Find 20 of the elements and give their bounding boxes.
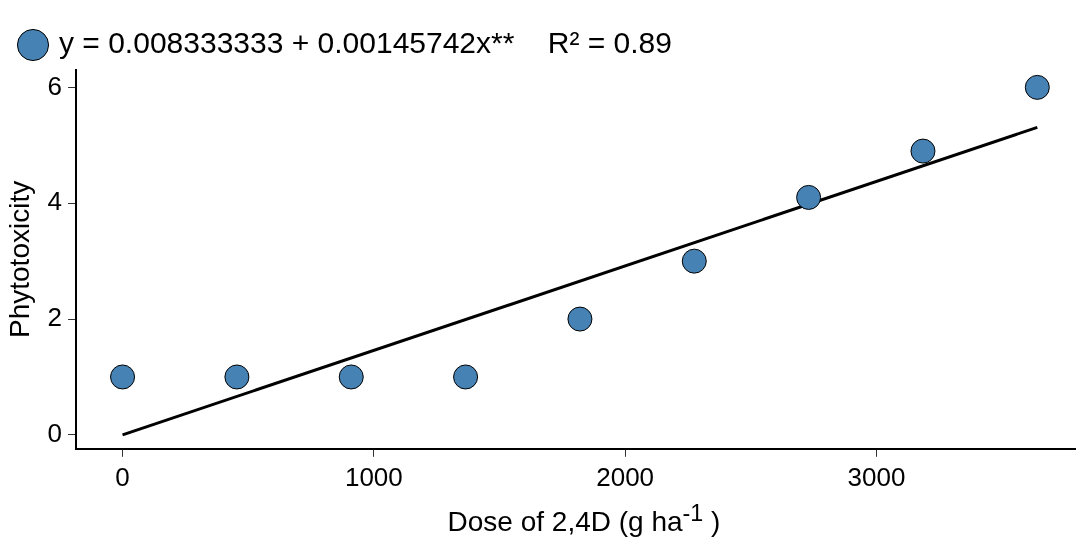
y-tick-label: 4 [47, 186, 63, 217]
point [567, 306, 593, 332]
point [1024, 74, 1050, 100]
x-tick-label: 0 [115, 461, 130, 492]
point [224, 364, 250, 390]
point [681, 248, 707, 274]
point [338, 364, 364, 390]
point [110, 364, 136, 390]
x-axis-title: Dose of 2,4D (g ha$^{-1}$ ) [446, 500, 722, 539]
point [910, 138, 936, 164]
y-tick-label: 2 [47, 302, 63, 333]
x-tick-label: 1000 [344, 461, 403, 492]
x-tick-label: 2000 [596, 461, 655, 492]
point [453, 364, 479, 390]
x-tick-label: 3000 [847, 461, 906, 492]
y-tick-label: 0 [47, 418, 63, 449]
legend-label: y = 0.008333333 + 0.00145742x** R² = 0.89 [59, 26, 672, 60]
y-tick-label: 6 [47, 70, 63, 101]
y-axis-title: Phytotoxicity [3, 180, 35, 338]
point [796, 184, 822, 210]
